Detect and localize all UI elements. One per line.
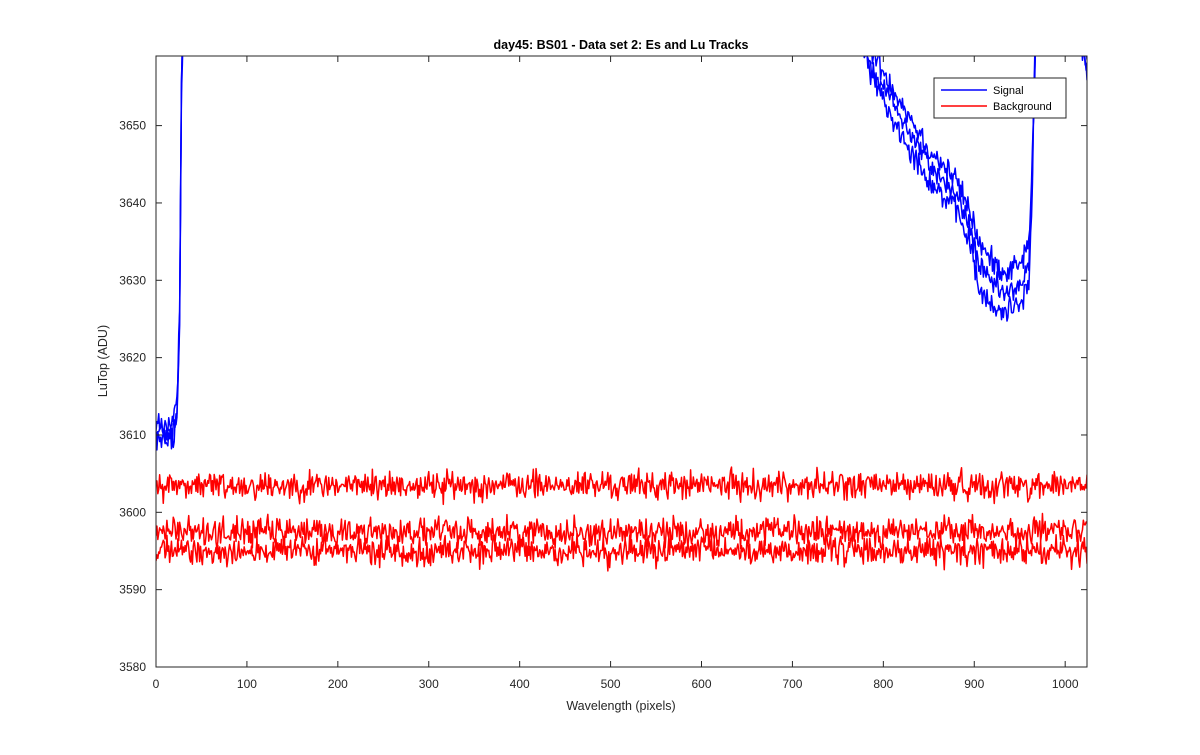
legend: Signal Background — [933, 77, 1067, 119]
chart-title: day45: BS01 - Data set 2: Es and Lu Trac… — [494, 38, 749, 52]
y-tick-label: 3580 — [119, 660, 146, 674]
y-tick-label: 3640 — [119, 196, 146, 210]
legend-box — [933, 77, 1067, 119]
x-tick-label: 100 — [237, 677, 257, 691]
x-tick-label: 200 — [328, 677, 348, 691]
x-tick-label: 700 — [782, 677, 802, 691]
x-tick-label: 900 — [964, 677, 984, 691]
x-tick-label: 600 — [691, 677, 711, 691]
y-tick-label: 3620 — [119, 351, 146, 365]
plot-area — [156, 56, 1087, 667]
legend-label-signal: Signal — [993, 85, 1024, 97]
signal-series-line — [156, 56, 184, 451]
signal-series-line — [871, 56, 1036, 283]
y-tick-label: 3600 — [119, 505, 146, 519]
y-tick-label: 3610 — [119, 428, 146, 442]
x-tick-label: 800 — [873, 677, 893, 691]
background-series-line — [156, 529, 1087, 572]
series-layer — [156, 56, 1087, 572]
x-tick-label: 500 — [601, 677, 621, 691]
background-series-line — [156, 512, 1087, 551]
y-axis-label: LuTop (ADU) — [96, 325, 110, 397]
plot-frame — [155, 55, 1088, 668]
x-tick-label: 0 — [153, 677, 160, 691]
x-axis-label: Wavelength (pixels) — [566, 699, 675, 713]
signal-series-line — [863, 56, 1036, 322]
y-tick-label: 3650 — [119, 119, 146, 133]
background-series-line — [156, 466, 1087, 506]
signal-series-line — [866, 56, 1036, 302]
ticks-layer: 0 100 200 300 400 500 600 700 800 900 1000 3580 3590… — [119, 56, 1087, 691]
x-tick-label: 1000 — [1052, 677, 1079, 691]
y-tick-label: 3590 — [119, 583, 146, 597]
legend-label-background: Background — [993, 101, 1052, 113]
signal-series-line — [1086, 56, 1087, 60]
y-tick-label: 3630 — [119, 273, 146, 287]
x-tick-label: 300 — [419, 677, 439, 691]
x-tick-label: 400 — [510, 677, 530, 691]
